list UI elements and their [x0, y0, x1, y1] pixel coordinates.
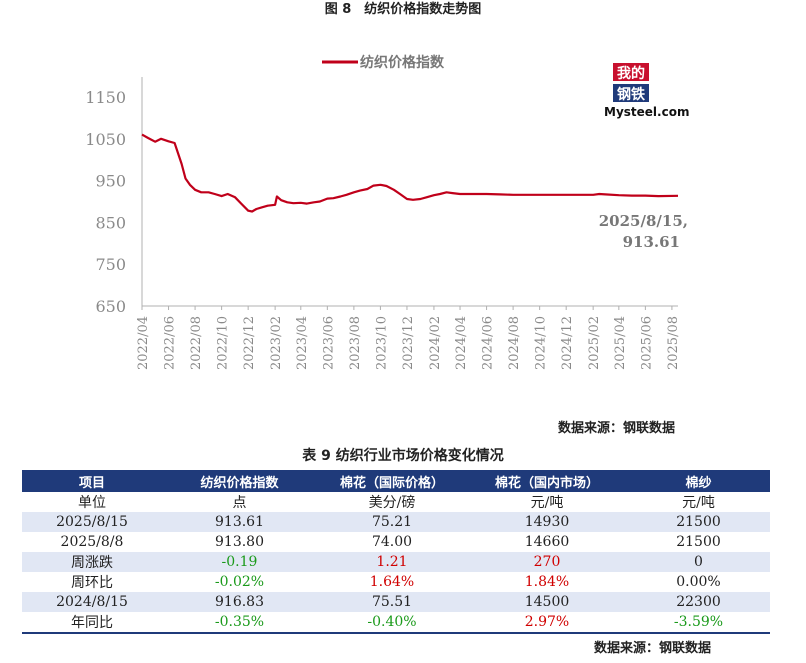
header-cell: 纺织价格指数: [162, 470, 317, 492]
table-row: 周环比 -0.02% 1.64% 1.84% 0.00%: [22, 572, 770, 592]
header-cell: 棉花（国际价格）: [317, 470, 467, 492]
x-tick-label: 2024/12: [560, 316, 575, 370]
table-source: 数据来源：钢联数据: [594, 641, 712, 656]
annotation-date: 2025/8/15,: [599, 212, 688, 230]
x-tick-label: 2022/08: [189, 316, 204, 370]
x-tick-label: 2024/08: [507, 316, 522, 370]
header-cell: 棉花（国内市场）: [467, 470, 627, 492]
table-cell: 2024/8/15: [22, 592, 162, 612]
x-tick-label: 2022/04: [136, 316, 151, 370]
x-tick-label: 2023/10: [374, 316, 389, 370]
table-cell: 21500: [627, 512, 770, 532]
y-tick-label: 750: [95, 255, 126, 274]
table-cell: 0: [627, 552, 770, 572]
chart-legend: 纺织价格指数: [322, 54, 445, 71]
table-cell: 1.21: [317, 552, 467, 572]
x-tick-label: 2023/08: [348, 316, 363, 370]
table-cell: 点: [162, 492, 317, 512]
x-tick-label: 2025/08: [666, 316, 681, 370]
chart-marks: 2025/8/15, 913.61: [141, 133, 688, 251]
table-row: 2025/8/8 913.80 74.00 14660 21500: [22, 532, 770, 552]
x-tick-label: 2024/10: [534, 316, 549, 370]
table-row: 2025/8/15 913.61 75.21 14930 21500: [22, 512, 770, 532]
x-tick-label: 2024/02: [428, 316, 443, 370]
table-row: 年同比 -0.35% -0.40% 2.97% -3.59%: [22, 612, 770, 634]
header-cell: 项目: [22, 470, 162, 492]
table-cell: 2025/8/15: [22, 512, 162, 532]
y-tick-label: 950: [95, 172, 126, 191]
legend-label: 纺织价格指数: [360, 54, 445, 71]
table-title: 表 9 纺织行业市场价格变化情况: [302, 448, 504, 464]
table-row: 2024/8/15 916.83 75.51 14500 22300: [22, 592, 770, 612]
figure-title: 图 8 纺织价格指数走势图: [324, 2, 482, 17]
table-cell: 14500: [467, 592, 627, 612]
table-cell: 75.21: [317, 512, 467, 532]
table-cell: 元/吨: [467, 492, 627, 512]
table-row: 周涨跌 -0.19 1.21 270 0: [22, 552, 770, 572]
table-cell: 14660: [467, 532, 627, 552]
last-value-annotation: 2025/8/15, 913.61: [599, 212, 688, 251]
logo-text-2: 钢铁: [617, 86, 645, 103]
x-tick-label: 2022/10: [216, 316, 231, 370]
table-header-row: 项目 纺织价格指数 棉花（国际价格） 棉花（国内市场） 棉纱: [22, 470, 770, 492]
x-tick-label: 2024/04: [454, 316, 469, 370]
y-tick-label: 1150: [85, 88, 126, 107]
logo-red-block: [613, 63, 649, 81]
table-cell: 22300: [627, 592, 770, 612]
price-table: 项目 纺织价格指数 棉花（国际价格） 棉花（国内市场） 棉纱 单位点美分/磅 元/…: [22, 470, 770, 634]
table-cell: 周涨跌: [22, 552, 162, 572]
x-tick-label: 2025/02: [587, 316, 602, 370]
table-row: 单位点美分/磅 元/吨 元/吨: [22, 492, 770, 512]
logo-wordmark: Mysteel.com: [604, 105, 689, 119]
table-cell: 21500: [627, 532, 770, 552]
table-cell: -3.59%: [627, 612, 770, 634]
table-cell: 913.61: [162, 512, 317, 532]
table-cell: 1.64%: [317, 572, 467, 592]
table-cell: 元/吨: [627, 492, 770, 512]
y-tick-label: 850: [95, 213, 126, 232]
annotation-value: 913.61: [623, 233, 680, 251]
line-chart: 650 750 850 950 1050 1150 2022/04 2022/06 2022/0…: [85, 54, 689, 370]
table-cell: 74.00: [317, 532, 467, 552]
table-cell: 270: [467, 552, 627, 572]
x-tick-label: 2025/04: [613, 316, 628, 370]
y-tick-label: 650: [95, 297, 126, 316]
table-cell: 年同比: [22, 612, 162, 634]
table-cell: 916.83: [162, 592, 317, 612]
table-cell: 14930: [467, 512, 627, 532]
x-tick-label: 2023/04: [295, 316, 310, 370]
table-cell: 美分/磅: [317, 492, 467, 512]
table-cell: 2025/8/8: [22, 532, 162, 552]
table-cell: 2.97%: [467, 612, 627, 634]
x-tick-label: 2025/06: [639, 316, 654, 370]
figure-source: 数据来源：钢联数据: [558, 421, 676, 436]
table-cell: -0.40%: [317, 612, 467, 634]
series-line: [141, 133, 679, 213]
header-cell: 棉纱: [627, 470, 770, 492]
table-cell: 1.84%: [467, 572, 627, 592]
table-cell: 周环比: [22, 572, 162, 592]
table-cell: 75.51: [317, 592, 467, 612]
table-cell: 913.80: [162, 532, 317, 552]
logo-blue-block: [613, 84, 649, 102]
table-cell: 单位: [22, 492, 162, 512]
logo-text-1: 我的: [617, 65, 645, 82]
table-cell: 0.00%: [627, 572, 770, 592]
x-tick-label: 2022/06: [163, 316, 178, 370]
x-tick-label: 2024/06: [481, 316, 496, 370]
x-tick-label: 2023/12: [401, 316, 416, 370]
table-cell: -0.35%: [162, 612, 317, 634]
chart-axes: 650 750 850 950 1050 1150 2022/04 2022/06 2022/0…: [85, 77, 681, 370]
table-cell: -0.02%: [162, 572, 317, 592]
x-tick-label: 2023/06: [321, 316, 336, 370]
table-cell: -0.19: [162, 552, 317, 572]
y-tick-label: 1050: [85, 130, 126, 149]
x-tick-label: 2022/12: [242, 316, 257, 370]
x-tick-label: 2023/02: [269, 316, 284, 370]
